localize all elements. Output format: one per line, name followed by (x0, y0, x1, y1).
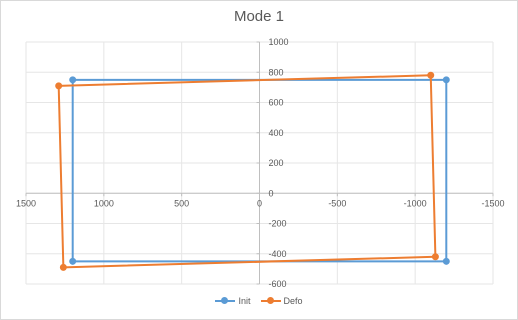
chart-title: Mode 1 (233, 8, 285, 25)
series-line-defo (57, 74, 437, 269)
y-tick-label: 200 (269, 158, 284, 168)
x-tick-label: 1000 (94, 198, 114, 208)
axis-layer (25, 41, 494, 285)
legend-label-init: Init (238, 296, 251, 306)
y-tick-label: 1000 (269, 37, 289, 47)
data-point-init (442, 257, 450, 265)
legend: Init Defo (0, 296, 518, 306)
y-tick-label: 0 (269, 188, 274, 198)
legend-swatch-init (215, 296, 236, 306)
data-point-defo (55, 82, 63, 90)
x-tick-label: -500 (328, 198, 346, 208)
y-tick-label: -600 (269, 279, 287, 289)
y-tick-label: -400 (269, 249, 287, 259)
data-point-init (442, 76, 450, 84)
legend-item-defo: Defo (260, 296, 303, 306)
data-point-defo (59, 263, 67, 271)
data-point-defo (431, 253, 439, 261)
series-layer (55, 71, 450, 271)
x-tick-label: 0 (257, 198, 262, 208)
y-tick-label: 600 (269, 98, 284, 108)
x-tick-label: 1500 (16, 198, 36, 208)
legend-swatch-defo (260, 296, 281, 306)
data-point-defo (427, 71, 435, 79)
x-tick-label: -1000 (404, 198, 427, 208)
legend-item-init: Init (215, 296, 251, 306)
y-tick-label: -200 (269, 219, 287, 229)
x-tick-label: 500 (174, 198, 189, 208)
tick-label-layer: 1500 1000 500 0 -500 -1000 -1500 1000 800 600 400 2… (16, 37, 505, 289)
y-tick-label: 400 (269, 128, 284, 138)
data-point-init (69, 257, 77, 265)
y-tick-label: 800 (269, 67, 284, 77)
data-point-init (69, 76, 77, 84)
x-tick-label: -1500 (481, 198, 504, 208)
legend-label-defo: Defo (283, 296, 303, 306)
